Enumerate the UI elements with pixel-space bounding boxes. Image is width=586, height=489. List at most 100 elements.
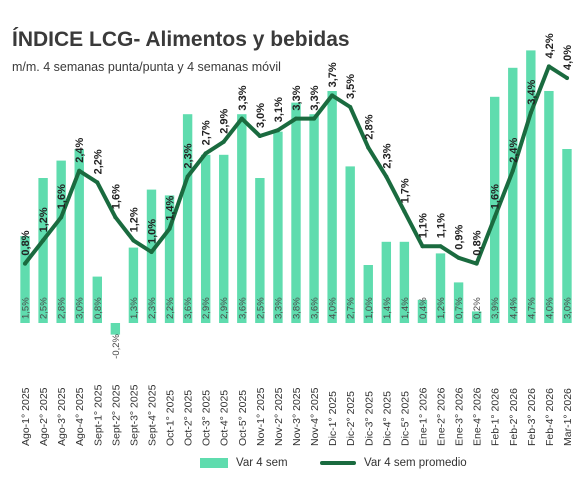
x-tick-label: Feb-3° 2026 [526, 388, 538, 446]
bar-value-label: 3,6% [237, 297, 248, 319]
bar-value-label: 2,9% [219, 297, 230, 319]
line-value-label: 1,1% [436, 213, 448, 238]
bar [526, 50, 536, 324]
bar-value-label: 2,9% [201, 297, 212, 319]
bar-value-label: 3,0% [75, 297, 86, 319]
x-tick-label: Oct-3° 2025 [201, 390, 213, 446]
bar [417, 299, 428, 323]
x-tick-label: Ago-2° 2025 [38, 387, 50, 446]
line-value-label: 3,3% [309, 85, 321, 110]
legend-item-bars: Var 4 sem [200, 457, 288, 469]
x-tick-label: Dic-1° 2025 [327, 391, 339, 446]
bar [309, 114, 319, 323]
line-point [59, 215, 64, 220]
line-value-label: 3,1% [273, 97, 285, 122]
line-value-label: 1,0% [146, 219, 158, 244]
x-tick-label: Nov-2° 2025 [273, 387, 285, 446]
legend-label-line: Var 4 sem promedio [364, 457, 467, 469]
line-point [438, 244, 443, 249]
line-point [420, 244, 425, 249]
bar [219, 154, 229, 323]
bar [237, 114, 247, 323]
line-value-label: 2,2% [92, 149, 104, 174]
line-point [221, 139, 226, 144]
line-value-label: 4,2% [544, 33, 556, 58]
bar [291, 102, 301, 323]
bar [128, 247, 139, 323]
line-point [167, 226, 172, 231]
x-tick-label: Ago-3° 2025 [56, 387, 68, 446]
bar-value-label: 2,5% [39, 297, 50, 319]
line-point [330, 93, 335, 98]
line-value-label: 0,8% [472, 230, 484, 255]
x-tick-label: Ago-4° 2025 [74, 387, 86, 446]
line-point [23, 261, 28, 266]
line-point [131, 238, 136, 243]
bar-value-label: 0,8% [93, 297, 104, 319]
x-tick-label: Sept-2° 2025 [110, 384, 122, 446]
line-value-label: 0,8% [20, 230, 32, 255]
x-tick-label: Ene-4° 2026 [472, 387, 484, 446]
line-value-label: 2,9% [219, 109, 231, 134]
x-tick-label: Dic-3° 2025 [363, 391, 375, 446]
line-point [203, 151, 208, 156]
x-tick-label: Sept-4° 2025 [146, 384, 158, 446]
bar-value-label: 4,7% [526, 297, 537, 319]
bar [381, 241, 392, 323]
x-tick-label: Feb-2° 2026 [508, 388, 520, 446]
bar-value-label: 4,0% [328, 297, 339, 319]
legend: Var 4 sem Var 4 sem promedio [0, 457, 586, 475]
line-point [456, 255, 461, 260]
x-tick-label: Ene-1° 2026 [417, 387, 429, 446]
bar [56, 160, 66, 323]
line-value-label: 1,6% [56, 184, 68, 209]
line-point [528, 110, 533, 115]
line-value-label: 2,4% [508, 138, 520, 163]
line-point [546, 64, 551, 69]
line-value-label: 2,8% [363, 114, 375, 139]
x-tick-label: Nov-1° 2025 [255, 387, 267, 446]
bar [435, 253, 446, 323]
line-value-label: 1,1% [417, 213, 429, 238]
line-point [185, 174, 190, 179]
bar [38, 178, 48, 323]
bar-value-label: 2,3% [147, 297, 158, 319]
bar [363, 265, 373, 323]
line-value-label: 1,6% [110, 184, 122, 209]
line-value-label: 1,6% [490, 184, 502, 209]
bar-value-label: 0,4% [418, 297, 429, 319]
bar-value-label: 2,2% [165, 297, 176, 319]
bar-value-label: 3,0% [562, 297, 573, 319]
bar [508, 67, 518, 323]
x-tick-label: Dic-4° 2025 [381, 391, 393, 446]
x-tick-label: Oct-1° 2025 [165, 390, 177, 446]
bar [200, 154, 211, 323]
x-tick-label: Oct-2° 2025 [183, 390, 195, 446]
bar [273, 131, 283, 323]
line-point [402, 209, 407, 214]
x-tick-label: Oct-4° 2025 [219, 390, 231, 446]
line-value-label: 0,9% [454, 225, 466, 250]
chart-title: ÍNDICE LCG- Alimentos y bebidas [12, 28, 350, 51]
bar-value-label: 1,4% [400, 297, 411, 319]
x-tick-label: Sept-1° 2025 [92, 384, 104, 446]
line-point [492, 215, 497, 220]
line-point [510, 168, 515, 173]
bar [562, 149, 572, 323]
line-point [239, 116, 244, 121]
bar-value-label: 1,2% [436, 297, 447, 319]
line-value-label: 1,2% [128, 207, 140, 232]
line-value-label: 4,0% [562, 45, 574, 70]
bar [544, 91, 554, 323]
x-tick-label: Feb-1° 2026 [490, 388, 502, 446]
line-point [564, 76, 569, 80]
line-point [312, 116, 317, 121]
bar [471, 311, 482, 323]
x-tick-label: Sept-3° 2025 [128, 384, 140, 446]
line-point [366, 145, 371, 150]
x-tick-label: Nov-4° 2025 [309, 387, 321, 446]
bar [74, 149, 84, 323]
bar [92, 276, 102, 323]
